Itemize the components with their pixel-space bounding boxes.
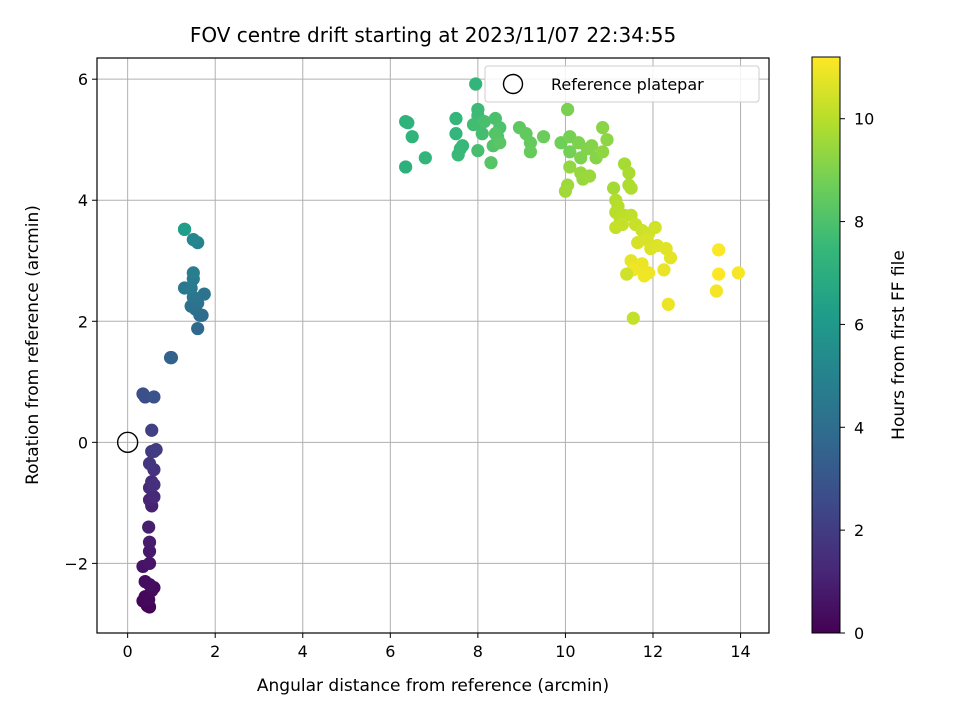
data-point bbox=[600, 133, 614, 147]
grid-lines bbox=[97, 58, 769, 633]
data-point bbox=[142, 544, 157, 558]
y-tick-label: −2 bbox=[64, 554, 88, 573]
data-point bbox=[449, 127, 463, 141]
y-tick-label: 0 bbox=[78, 433, 88, 452]
data-point bbox=[712, 267, 726, 281]
data-point bbox=[712, 243, 726, 257]
x-tick-label: 0 bbox=[123, 642, 133, 661]
data-point bbox=[405, 130, 419, 144]
data-point bbox=[637, 269, 651, 283]
reference-layer bbox=[116, 431, 139, 454]
x-tick-label: 14 bbox=[730, 642, 750, 661]
data-point bbox=[469, 77, 483, 91]
data-point bbox=[145, 423, 159, 437]
data-point bbox=[563, 160, 577, 174]
data-point bbox=[471, 144, 485, 158]
x-tick-label: 2 bbox=[210, 642, 220, 661]
data-point bbox=[147, 390, 161, 404]
colorbar-tick-label: 8 bbox=[854, 213, 864, 232]
y-tick-label: 2 bbox=[78, 312, 88, 331]
plot-frame bbox=[96, 57, 770, 634]
data-point bbox=[142, 456, 157, 471]
data-point bbox=[418, 151, 432, 165]
data-point bbox=[484, 156, 498, 170]
x-tick-label: 10 bbox=[555, 642, 575, 661]
data-point bbox=[574, 151, 588, 165]
data-point bbox=[191, 321, 205, 336]
data-point bbox=[585, 139, 599, 153]
data-point bbox=[563, 145, 577, 159]
colorbar-tick-label: 4 bbox=[854, 418, 864, 437]
x-tick-label: 4 bbox=[298, 642, 308, 661]
data-point bbox=[536, 130, 551, 144]
data-point bbox=[596, 145, 610, 159]
legend: Reference platepar bbox=[484, 65, 760, 103]
y-tick-label: 6 bbox=[78, 70, 88, 89]
data-point bbox=[609, 220, 623, 235]
data-point bbox=[731, 266, 745, 280]
data-point bbox=[523, 145, 538, 159]
data-point bbox=[399, 160, 413, 174]
data-point bbox=[149, 443, 163, 457]
colorbar-label: Hours from first FF file bbox=[889, 250, 909, 440]
x-tick-label: 6 bbox=[385, 642, 395, 661]
chart-title: FOV centre drift starting at 2023/11/07 … bbox=[190, 23, 676, 47]
data-point bbox=[582, 169, 597, 183]
data-point bbox=[663, 251, 678, 265]
data-point bbox=[177, 222, 192, 236]
colorbar-tick-label: 0 bbox=[854, 624, 864, 643]
data-point bbox=[626, 311, 640, 325]
colorbar-tick-label: 6 bbox=[854, 315, 864, 334]
colorbar-ticks: 0 2 4 6 8 10 bbox=[840, 110, 874, 643]
data-point bbox=[477, 114, 492, 129]
x-axis-label: Angular distance from reference (arcmin) bbox=[257, 676, 609, 696]
data-point bbox=[661, 297, 675, 311]
data-point bbox=[561, 102, 575, 117]
data-point bbox=[186, 266, 200, 280]
legend-label: Reference platepar bbox=[551, 75, 704, 94]
data-point bbox=[558, 184, 573, 198]
data-point bbox=[142, 577, 157, 592]
data-point bbox=[493, 136, 507, 150]
data-point bbox=[451, 148, 465, 162]
colorbar-gradient bbox=[812, 57, 840, 633]
y-tick-label: 4 bbox=[78, 191, 88, 210]
data-point bbox=[620, 267, 634, 281]
x-axis-ticks: 0 2 4 6 8 10 12 14 bbox=[123, 633, 751, 661]
colorbar-tick-label: 2 bbox=[854, 521, 864, 540]
x-tick-label: 8 bbox=[473, 642, 483, 661]
data-point bbox=[147, 478, 161, 492]
data-point bbox=[709, 284, 724, 298]
x-tick-label: 12 bbox=[643, 642, 663, 661]
data-point bbox=[136, 387, 150, 401]
data-point bbox=[648, 220, 662, 235]
colorbar-frame bbox=[811, 56, 841, 634]
legend-marker-circle-icon bbox=[502, 73, 524, 95]
data-point bbox=[449, 111, 463, 126]
data-point bbox=[401, 116, 415, 130]
data-point bbox=[142, 520, 156, 534]
data-points bbox=[136, 77, 745, 614]
data-point bbox=[466, 117, 481, 132]
legend-box bbox=[484, 65, 760, 103]
y-axis-label: Rotation from reference (arcmin) bbox=[23, 205, 43, 485]
data-point bbox=[163, 351, 178, 365]
colorbar-tick-label: 10 bbox=[854, 110, 874, 129]
data-point bbox=[657, 263, 671, 277]
data-point bbox=[142, 535, 157, 549]
data-point bbox=[622, 166, 636, 180]
data-point bbox=[624, 181, 638, 195]
reference-point-marker bbox=[116, 431, 139, 454]
data-point bbox=[186, 232, 200, 247]
data-point bbox=[596, 121, 610, 135]
data-point bbox=[197, 287, 211, 301]
data-point bbox=[523, 136, 538, 150]
data-point bbox=[142, 556, 157, 570]
data-point bbox=[475, 127, 489, 141]
data-point bbox=[606, 181, 621, 195]
y-axis-ticks: −2 0 2 4 6 bbox=[64, 70, 97, 573]
